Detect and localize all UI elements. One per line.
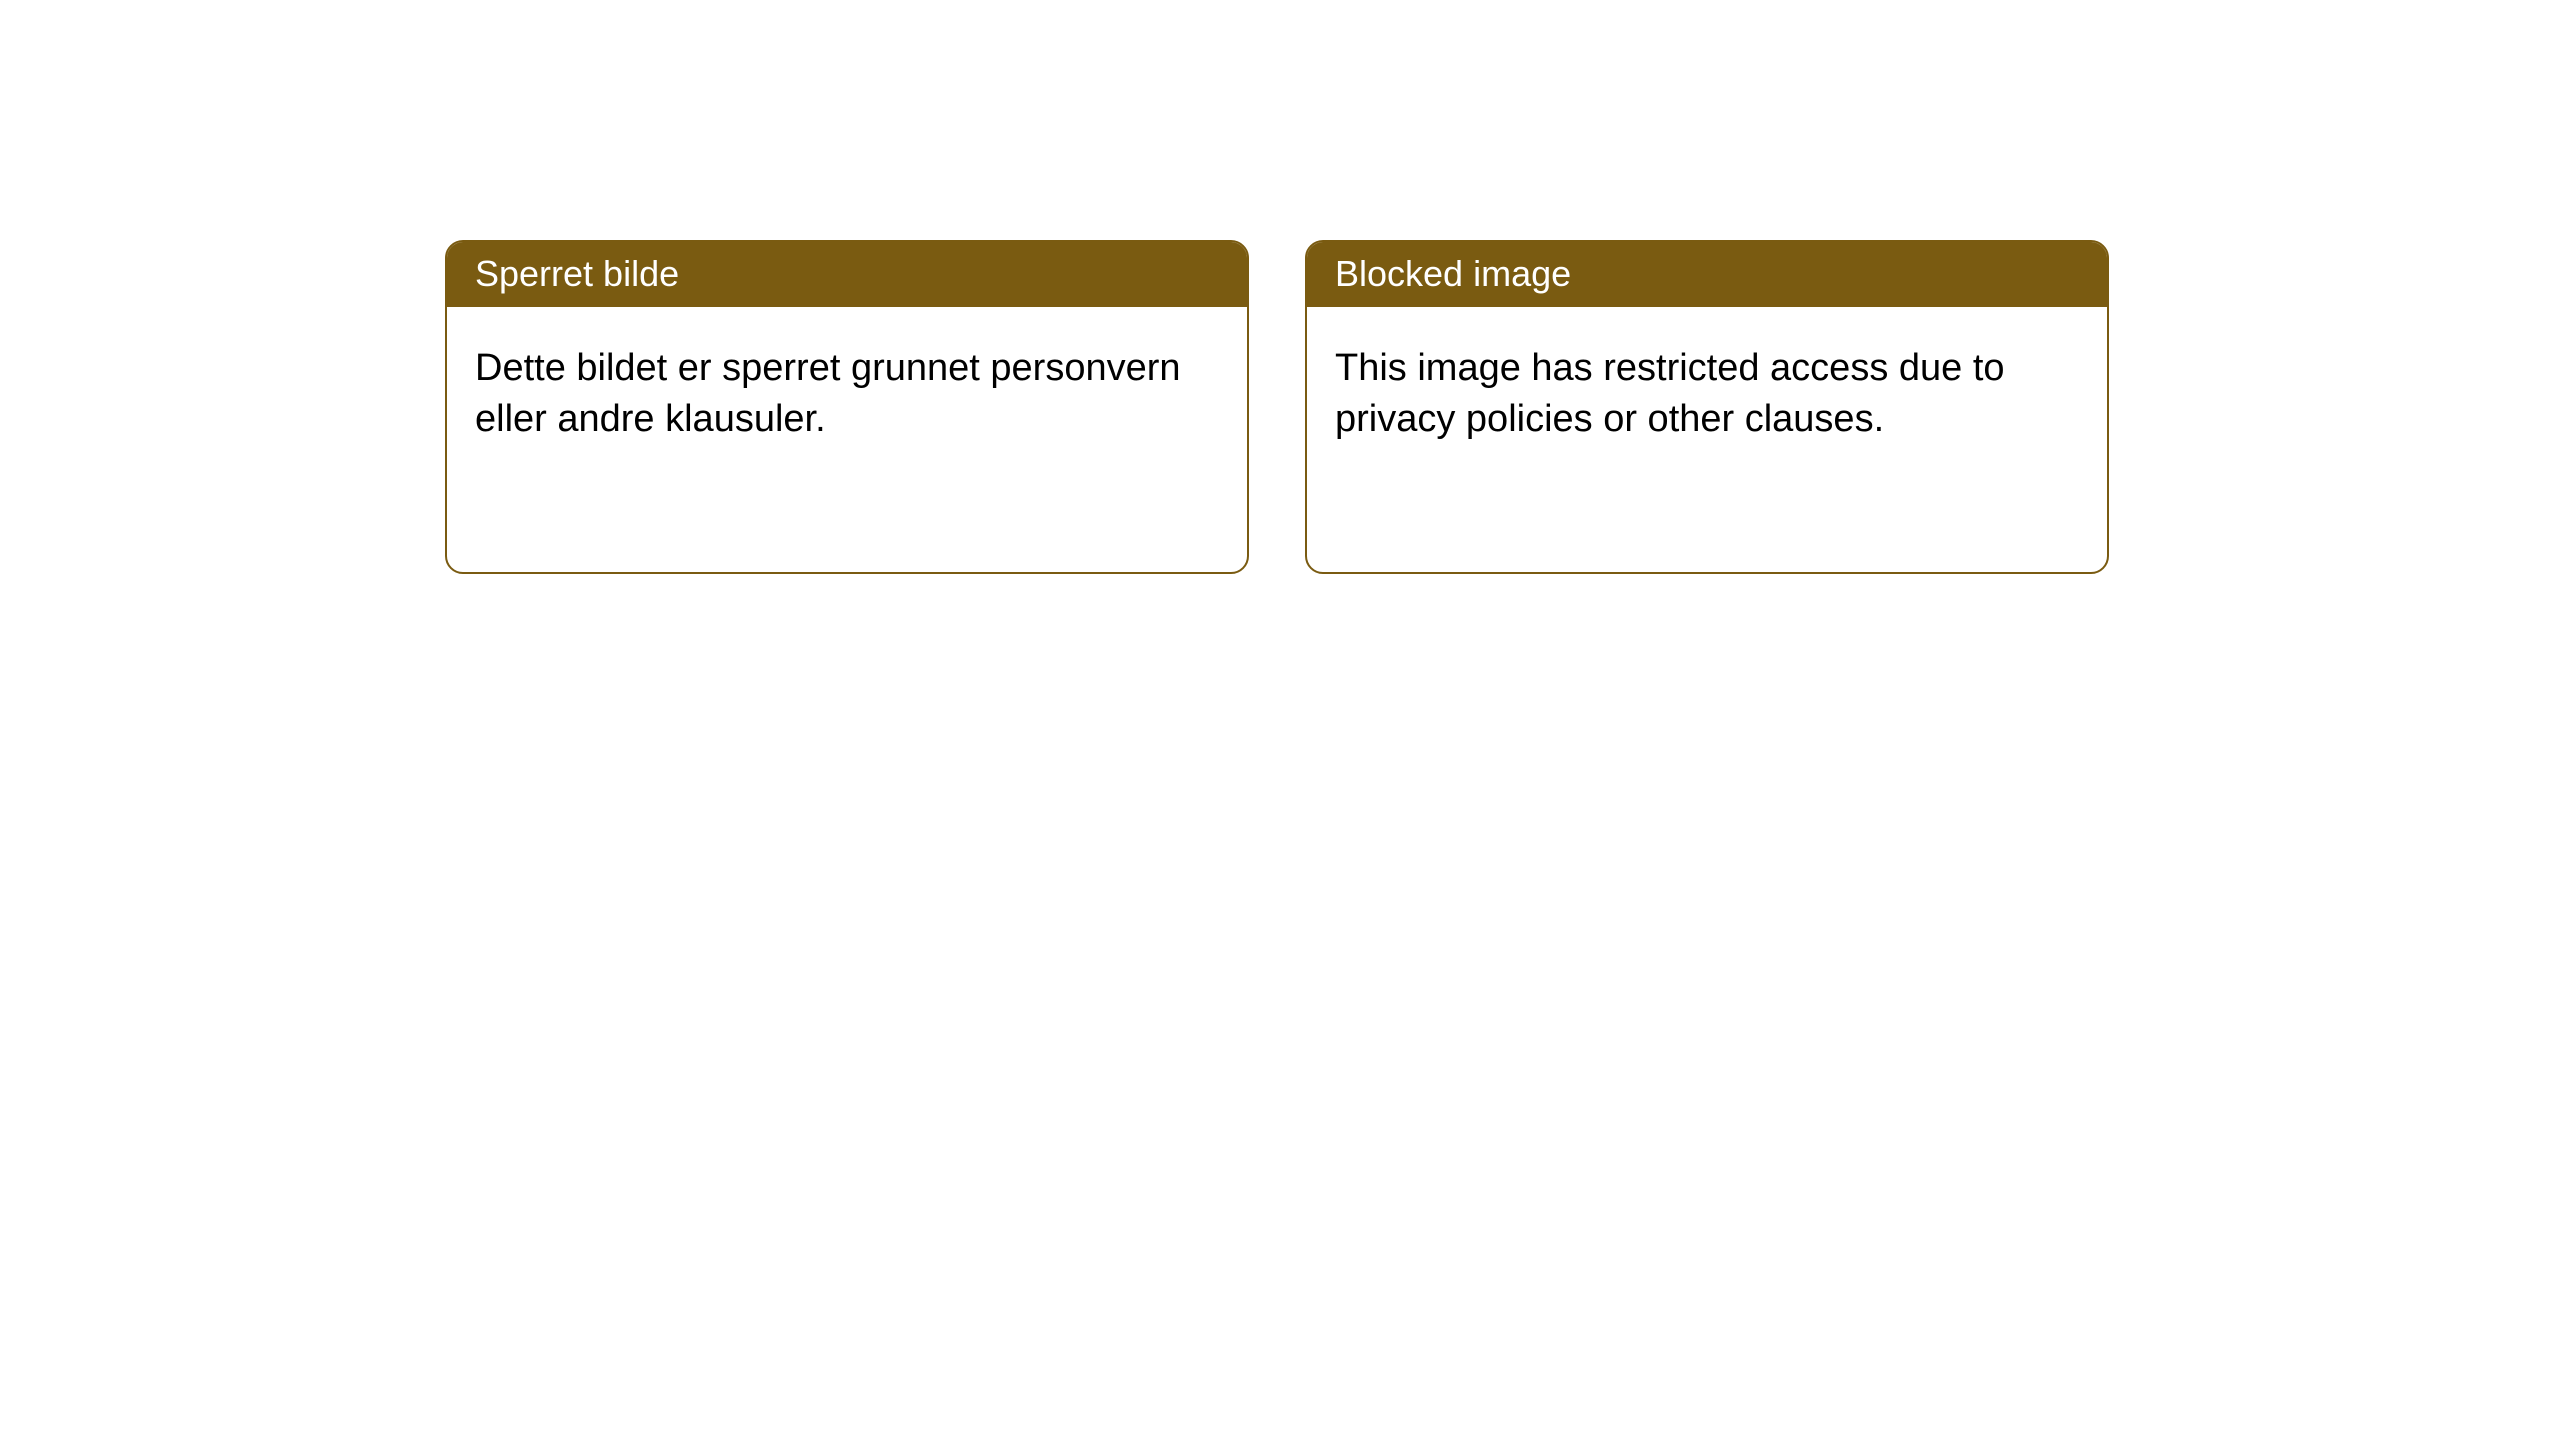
notice-body-text: This image has restricted access due to … (1335, 347, 2005, 440)
notice-card-body: This image has restricted access due to … (1307, 307, 2107, 474)
notice-body-text: Dette bildet er sperret grunnet personve… (475, 347, 1181, 440)
notice-card-english: Blocked image This image has restricted … (1305, 240, 2109, 574)
notice-card-norwegian: Sperret bilde Dette bildet er sperret gr… (445, 240, 1249, 574)
notice-card-header: Blocked image (1307, 242, 2107, 307)
notice-container: Sperret bilde Dette bildet er sperret gr… (445, 240, 2109, 574)
notice-card-header: Sperret bilde (447, 242, 1247, 307)
notice-card-body: Dette bildet er sperret grunnet personve… (447, 307, 1247, 474)
notice-title: Blocked image (1335, 253, 1571, 294)
notice-title: Sperret bilde (475, 253, 679, 294)
